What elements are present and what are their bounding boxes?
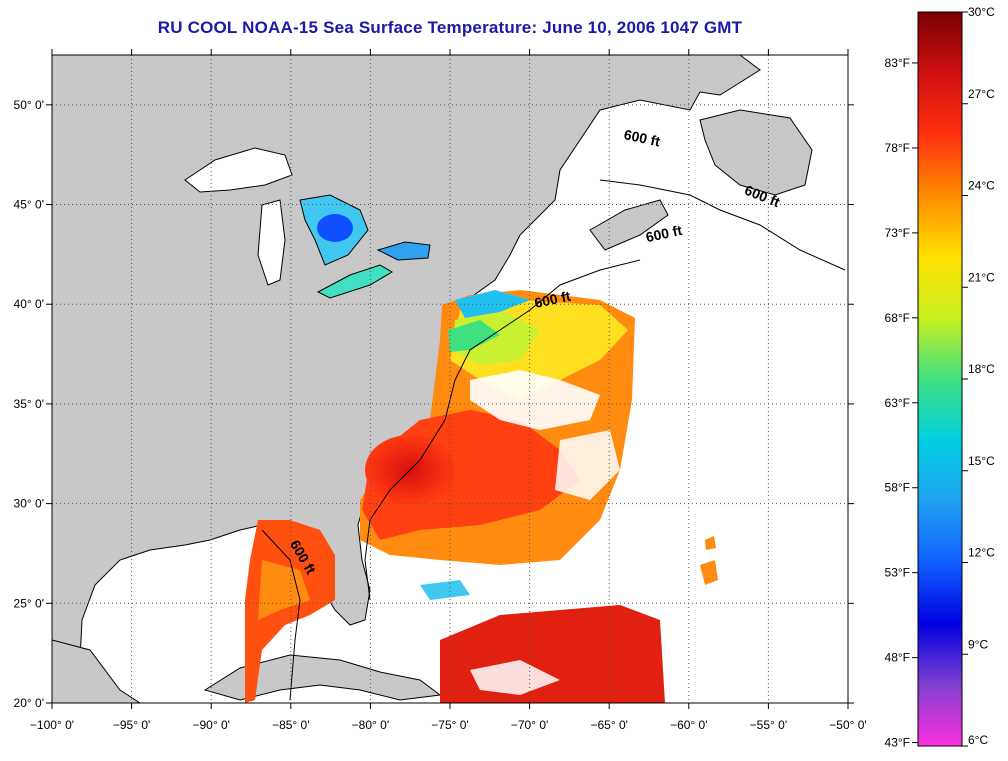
fahrenheit-label: 78°F: [885, 141, 910, 155]
celsius-label: 18°C: [968, 362, 995, 376]
graticule: [52, 55, 848, 703]
celsius-label: 6°C: [968, 733, 988, 747]
colorbar: [917, 11, 963, 747]
lat-tick-label: 40° 0': [14, 297, 44, 311]
lake-huron-core: [317, 214, 353, 242]
fahrenheit-label: 63°F: [885, 396, 910, 410]
lat-tick-label: 25° 0': [14, 596, 44, 610]
lon-tick-label: −65° 0': [590, 718, 627, 732]
lake-erie: [316, 264, 393, 299]
lake-michigan: [257, 199, 286, 286]
lon-tick-label: −100° 0': [30, 718, 74, 732]
isobath-label: 600 ft: [644, 222, 683, 245]
lat-tick-label: 45° 0': [14, 198, 44, 212]
lon-tick-label: −80° 0': [352, 718, 389, 732]
lake-superior: [184, 147, 293, 193]
fahrenheit-label: 43°F: [885, 736, 910, 750]
axis-ticks: −100° 0' −95° 0' −90° 0' −85° 0' −80° 0' −75°…: [14, 49, 867, 732]
celsius-label: 12°C: [968, 546, 995, 560]
fahrenheit-label: 53°F: [885, 566, 910, 580]
celsius-label: 15°C: [968, 454, 995, 468]
map-title: RU COOL NOAA-15 Sea Surface Temperature:…: [157, 18, 743, 37]
celsius-label: 27°C: [968, 87, 995, 101]
lon-tick-label: −70° 0': [511, 718, 548, 732]
isobath-label: 600 ft: [623, 126, 662, 149]
celsius-label: 9°C: [968, 637, 988, 651]
lon-tick-label: −85° 0': [272, 718, 309, 732]
fahrenheit-label: 68°F: [885, 311, 910, 325]
lake-ontario: [376, 241, 431, 261]
lon-tick-label: −60° 0': [670, 718, 707, 732]
celsius-label: 24°C: [968, 179, 995, 193]
fahrenheit-label: 58°F: [885, 481, 910, 495]
land-nova-scotia: [589, 199, 669, 251]
land-newfoundland: [699, 109, 813, 196]
fahrenheit-label: 83°F: [885, 56, 910, 70]
sst-swath: [245, 290, 718, 703]
fahrenheit-label: 73°F: [885, 226, 910, 240]
fahrenheit-label: 48°F: [885, 651, 910, 665]
land-yucatan: [52, 639, 141, 703]
lat-tick-label: 20° 0': [14, 696, 44, 710]
celsius-label: 21°C: [968, 270, 995, 284]
lon-tick-label: −90° 0': [192, 718, 229, 732]
lat-tick-label: 50° 0': [14, 98, 44, 112]
lon-tick-label: −95° 0': [113, 718, 150, 732]
lon-tick-label: −75° 0': [431, 718, 468, 732]
lat-tick-label: 30° 0': [14, 497, 44, 511]
colorbar-ticks: 30°C 27°C 24°C 21°C 18°C 15°C 12°C 9°C 6°C 83°F 78…: [885, 5, 996, 750]
lon-tick-label: −55° 0': [750, 718, 787, 732]
lon-tick-label: −50° 0': [829, 718, 866, 732]
isobath-label: 600 ft: [533, 288, 572, 311]
celsius-label: 30°C: [968, 5, 995, 19]
lat-tick-label: 35° 0': [14, 397, 44, 411]
